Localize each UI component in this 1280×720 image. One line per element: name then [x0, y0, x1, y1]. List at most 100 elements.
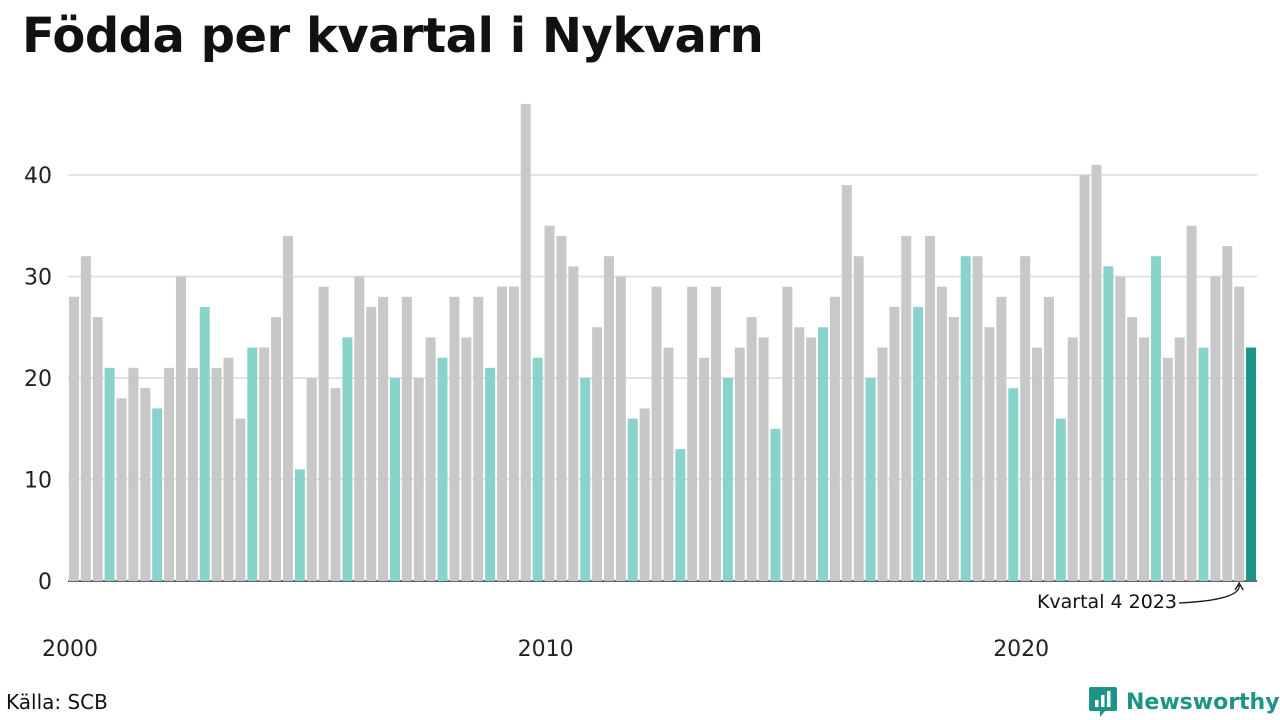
- bar: [675, 449, 686, 581]
- bar: [984, 327, 995, 581]
- bar: [473, 296, 484, 581]
- bar: [152, 408, 163, 581]
- brand-logo: Newsworthy: [1088, 684, 1280, 720]
- bar: [425, 337, 436, 581]
- chart-title: Födda per kvartal i Nykvarn: [22, 8, 764, 64]
- bar: [818, 327, 829, 581]
- bar: [556, 235, 567, 581]
- bar: [734, 347, 745, 581]
- bar: [568, 266, 579, 581]
- bar: [1222, 246, 1233, 582]
- bar: [496, 286, 507, 581]
- bar: [746, 317, 757, 581]
- bar: [294, 469, 305, 581]
- bar: [806, 337, 817, 581]
- grid-lines: [68, 174, 1257, 582]
- bar: [1032, 347, 1043, 581]
- bar: [865, 378, 876, 581]
- bar: [532, 357, 543, 581]
- bar: [782, 286, 793, 581]
- x-tick-label: 2000: [42, 637, 98, 662]
- y-tick-label: 20: [24, 367, 52, 392]
- bar: [401, 296, 412, 581]
- bar: [1162, 357, 1173, 581]
- bar: [1246, 347, 1257, 581]
- bar: [520, 103, 531, 581]
- bar: [449, 296, 460, 581]
- bar: [794, 327, 805, 581]
- bar: [544, 225, 555, 581]
- bar: [960, 256, 971, 581]
- bar: [580, 378, 591, 581]
- bar: [1020, 256, 1031, 581]
- bar: [913, 306, 924, 581]
- bar: [1234, 286, 1245, 581]
- bar: [722, 378, 733, 581]
- bar: [639, 408, 650, 581]
- bar: [104, 367, 115, 581]
- bar: [389, 378, 400, 581]
- bar: [627, 418, 638, 581]
- x-tick-label: 2020: [993, 637, 1049, 662]
- bar: [223, 357, 234, 581]
- bar: [128, 367, 139, 581]
- bar: [1067, 337, 1078, 581]
- bar: [1210, 276, 1221, 581]
- bar: [1043, 296, 1054, 581]
- bar: [996, 296, 1007, 581]
- bar: [68, 296, 79, 581]
- bar: [1115, 276, 1126, 581]
- bar: [1174, 337, 1185, 581]
- bar: [1198, 347, 1209, 581]
- bar: [437, 357, 448, 581]
- bar: [1139, 337, 1150, 581]
- bar-chart: 0 10 20 30 40 2000 2010 2020 Kvartal 4 2023: [24, 103, 1257, 662]
- bar: [354, 276, 365, 581]
- bar: [592, 327, 603, 581]
- bar: [318, 286, 329, 581]
- bar: [925, 235, 936, 581]
- bar: [247, 347, 258, 581]
- bar: [235, 418, 246, 581]
- bar: [687, 286, 698, 581]
- x-axis-labels: 2000 2010 2020: [42, 637, 1049, 662]
- bar: [615, 276, 626, 581]
- x-tick-label: 2010: [518, 637, 574, 662]
- bar: [1127, 317, 1138, 581]
- bar: [282, 235, 293, 581]
- bar: [948, 317, 959, 581]
- bar: [413, 378, 424, 581]
- bar: [461, 337, 472, 581]
- y-axis-labels: 0 10 20 30 40: [24, 164, 52, 595]
- bar: [199, 306, 210, 581]
- bar: [853, 256, 864, 581]
- bar: [901, 235, 912, 581]
- bar: [306, 378, 317, 581]
- bar: [92, 317, 103, 581]
- bar: [889, 306, 900, 581]
- bar: [663, 347, 674, 581]
- bar: [829, 296, 840, 581]
- bar: [1091, 164, 1102, 581]
- bar: [211, 367, 222, 581]
- source-note: Källa: SCB: [6, 690, 108, 714]
- bar: [936, 286, 947, 581]
- bar: [651, 286, 662, 581]
- y-tick-label: 0: [38, 570, 52, 595]
- bar: [140, 388, 151, 581]
- bar: [508, 286, 519, 581]
- bar: [1186, 225, 1197, 581]
- bar: [758, 337, 769, 581]
- bar: [80, 256, 91, 581]
- bar: [604, 256, 614, 581]
- bar: [972, 256, 983, 581]
- bar: [366, 306, 377, 581]
- bar: [164, 367, 175, 581]
- bar: [116, 398, 127, 581]
- bar: [1079, 175, 1090, 581]
- bar: [1103, 266, 1114, 581]
- annotation-arrow: [1178, 584, 1240, 604]
- bar: [1055, 418, 1066, 581]
- y-tick-label: 40: [24, 164, 52, 189]
- bar: [485, 367, 496, 581]
